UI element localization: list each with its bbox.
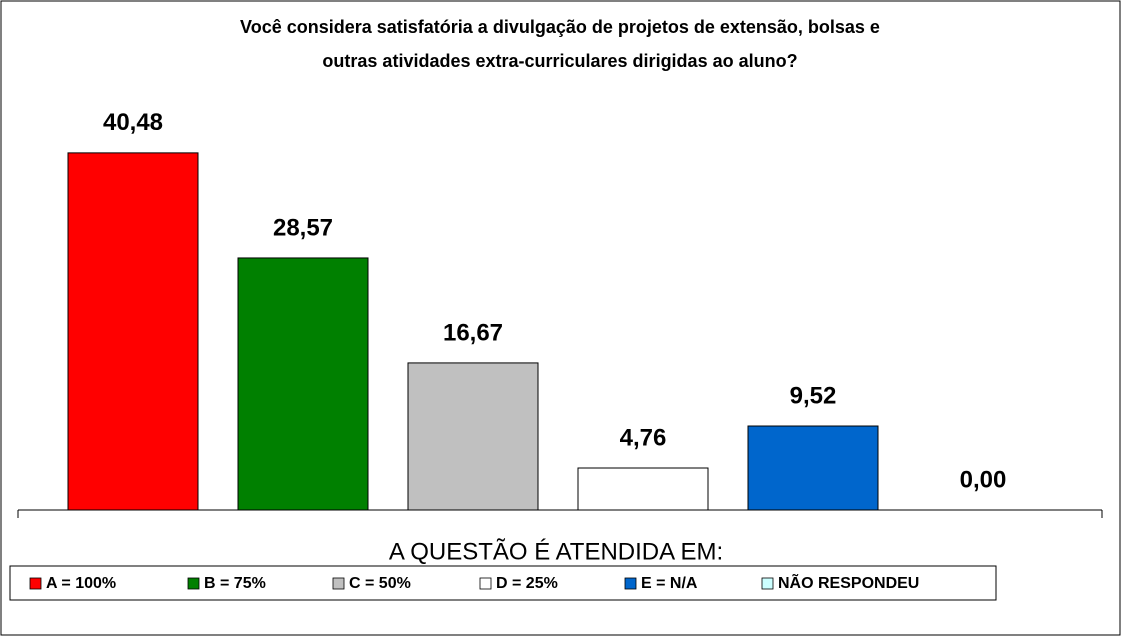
data-label: 0,00 <box>960 466 1007 493</box>
data-label: 40,48 <box>103 109 163 136</box>
legend-swatch <box>187 577 200 590</box>
legend-swatch <box>761 577 774 590</box>
legend-label: B = 75% <box>204 575 266 592</box>
data-label: 9,52 <box>790 382 837 409</box>
legend-swatch <box>479 577 492 590</box>
legend-swatch <box>624 577 637 590</box>
legend-swatch <box>29 577 42 590</box>
legend-label: D = 25% <box>496 575 558 592</box>
legend-swatch <box>332 577 345 590</box>
data-label: 28,57 <box>273 214 333 241</box>
chart-title: Você considera satisfatória a divulgação… <box>240 17 880 37</box>
legend-label: NÃO RESPONDEU <box>778 572 919 592</box>
bar <box>577 467 709 511</box>
legend-label: A = 100% <box>46 575 116 592</box>
x-axis-title: A QUESTÃO É ATENDIDA EM: <box>389 538 723 565</box>
legend-label: E = N/A <box>641 575 698 592</box>
legend <box>9 565 997 601</box>
data-label: 4,76 <box>620 424 667 451</box>
bar <box>407 362 539 511</box>
data-label: 16,67 <box>443 319 503 346</box>
chart-title: outras atividades extra-curriculares dir… <box>322 51 797 71</box>
bar <box>747 425 879 511</box>
legend-label: C = 50% <box>349 575 411 592</box>
bar <box>237 257 369 511</box>
bar <box>67 152 199 511</box>
